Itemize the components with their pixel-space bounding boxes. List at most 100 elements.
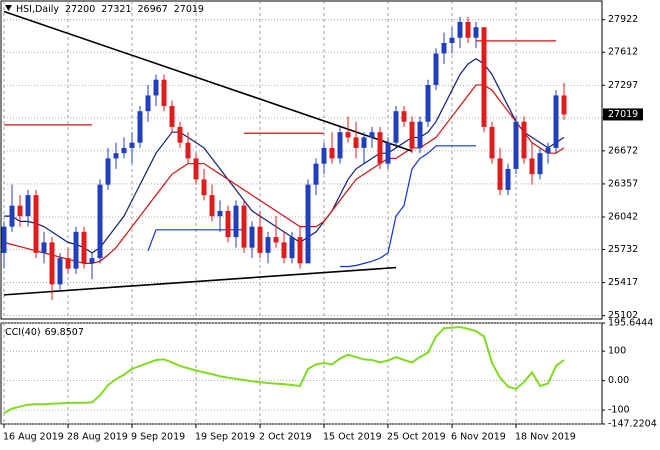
- indicator-header: CCI(40) 69.8507: [5, 327, 84, 338]
- y-tick-label: 195.6444: [608, 318, 653, 329]
- candle-body: [321, 147, 327, 164]
- candle-body: [489, 126, 495, 159]
- y-tick-label: 27297: [608, 80, 638, 91]
- y-tick-label: 27612: [608, 47, 638, 58]
- candle-body: [385, 142, 391, 164]
- plot-area: [3, 326, 565, 414]
- header-value: HSI,Daily: [16, 4, 59, 15]
- candle-body: [169, 105, 175, 127]
- candle-body: [193, 158, 199, 180]
- candle-body: [449, 37, 455, 43]
- indicator-title: CCI(40): [5, 327, 41, 338]
- y-tick-label: -147.2204: [608, 419, 657, 430]
- candle-body: [545, 147, 551, 154]
- overlay-line: [4, 40, 556, 134]
- x-tick-label: 25 Oct 2019: [387, 432, 446, 443]
- candle-body: [41, 242, 47, 253]
- candle-body: [257, 226, 263, 253]
- y-tick-label: 27922: [608, 14, 638, 25]
- candle-body: [49, 242, 55, 285]
- candle-body: [289, 237, 295, 259]
- trend-line: [3, 266, 397, 296]
- indicator-line: [3, 326, 565, 414]
- y-tick-label: 25732: [608, 244, 638, 255]
- candle-body: [113, 153, 119, 159]
- candle-body: [225, 210, 231, 238]
- candle-body: [209, 195, 215, 217]
- candle-body: [409, 121, 415, 148]
- candle-body: [345, 132, 351, 138]
- candle-body: [537, 153, 543, 175]
- last-price-box: [603, 108, 643, 121]
- y-tick-label: 26357: [608, 178, 638, 189]
- candle-body: [105, 158, 111, 185]
- candle-body: [273, 237, 279, 243]
- candle-body: [313, 163, 319, 185]
- candle-body: [153, 79, 159, 96]
- candle-body: [81, 231, 87, 264]
- candle-body: [329, 147, 335, 159]
- candle-body: [73, 231, 79, 269]
- overlay-line: [3, 84, 565, 264]
- candle-body: [9, 205, 15, 227]
- y-tick-label: -100: [608, 405, 630, 416]
- y-tick-label: 25102: [608, 310, 638, 321]
- cci-panel-frame: [0, 322, 603, 425]
- x-tick-label: 19 Sep 2019: [195, 432, 255, 443]
- x-tick-label: 16 Aug 2019: [3, 432, 64, 443]
- candle-body: [553, 95, 559, 148]
- candle-body: [89, 258, 95, 264]
- candle-body: [177, 126, 183, 143]
- x-tick-label: 6 Nov 2019: [451, 432, 506, 443]
- y-tick-label: 100: [608, 346, 626, 357]
- trend-line: [3, 10, 413, 152]
- candle-body: [441, 42, 447, 54]
- candle-body: [529, 158, 535, 175]
- candle-body: [369, 132, 375, 138]
- y-tick-label: 25417: [608, 277, 638, 288]
- x-tick-label: 28 Aug 2019: [67, 432, 128, 443]
- candle-body: [233, 205, 239, 238]
- x-tick-label: 9 Sep 2019: [131, 432, 185, 443]
- header-value: 27019: [174, 4, 204, 15]
- candle-body: [121, 147, 127, 154]
- candle-body: [297, 237, 303, 264]
- chart-header: HSI,Daily 27200 27321 26967 27019: [16, 4, 204, 15]
- candle-body: [185, 142, 191, 159]
- overlay-line: [4, 58, 565, 254]
- x-tick-label: 18 Nov 2019: [515, 432, 576, 443]
- candle-body: [305, 184, 311, 264]
- candle-body: [265, 237, 271, 253]
- candle-body: [241, 205, 247, 248]
- menu-icon: [5, 5, 12, 11]
- candle-body: [521, 121, 527, 159]
- header-value: 26967: [138, 4, 168, 15]
- candle-body: [433, 53, 439, 85]
- x-tick-label: 15 Oct 2019: [323, 432, 382, 443]
- candle-body: [457, 21, 463, 38]
- header-value: 27321: [101, 4, 131, 15]
- candle-body: [465, 21, 471, 38]
- candle-body: [201, 179, 207, 196]
- price-panel-frame: [0, 0, 603, 320]
- candle-body: [25, 195, 31, 217]
- candle-body: [145, 95, 151, 112]
- candle-body: [97, 184, 103, 259]
- candle-body: [393, 111, 399, 143]
- candle-body: [401, 111, 407, 122]
- candle-body: [1, 226, 7, 253]
- header-value: 27200: [65, 4, 95, 15]
- candle-body: [505, 168, 511, 190]
- candle-body: [417, 121, 423, 148]
- x-tick-label: 2 Oct 2019: [259, 432, 312, 443]
- candle-body: [513, 121, 519, 169]
- candle-body: [481, 27, 487, 127]
- candle-body: [161, 79, 167, 106]
- candle-body: [65, 258, 71, 269]
- candle-body: [425, 84, 431, 122]
- candle-body: [129, 142, 135, 148]
- indicator-value: 69.8507: [45, 327, 84, 338]
- candle-body: [473, 27, 479, 38]
